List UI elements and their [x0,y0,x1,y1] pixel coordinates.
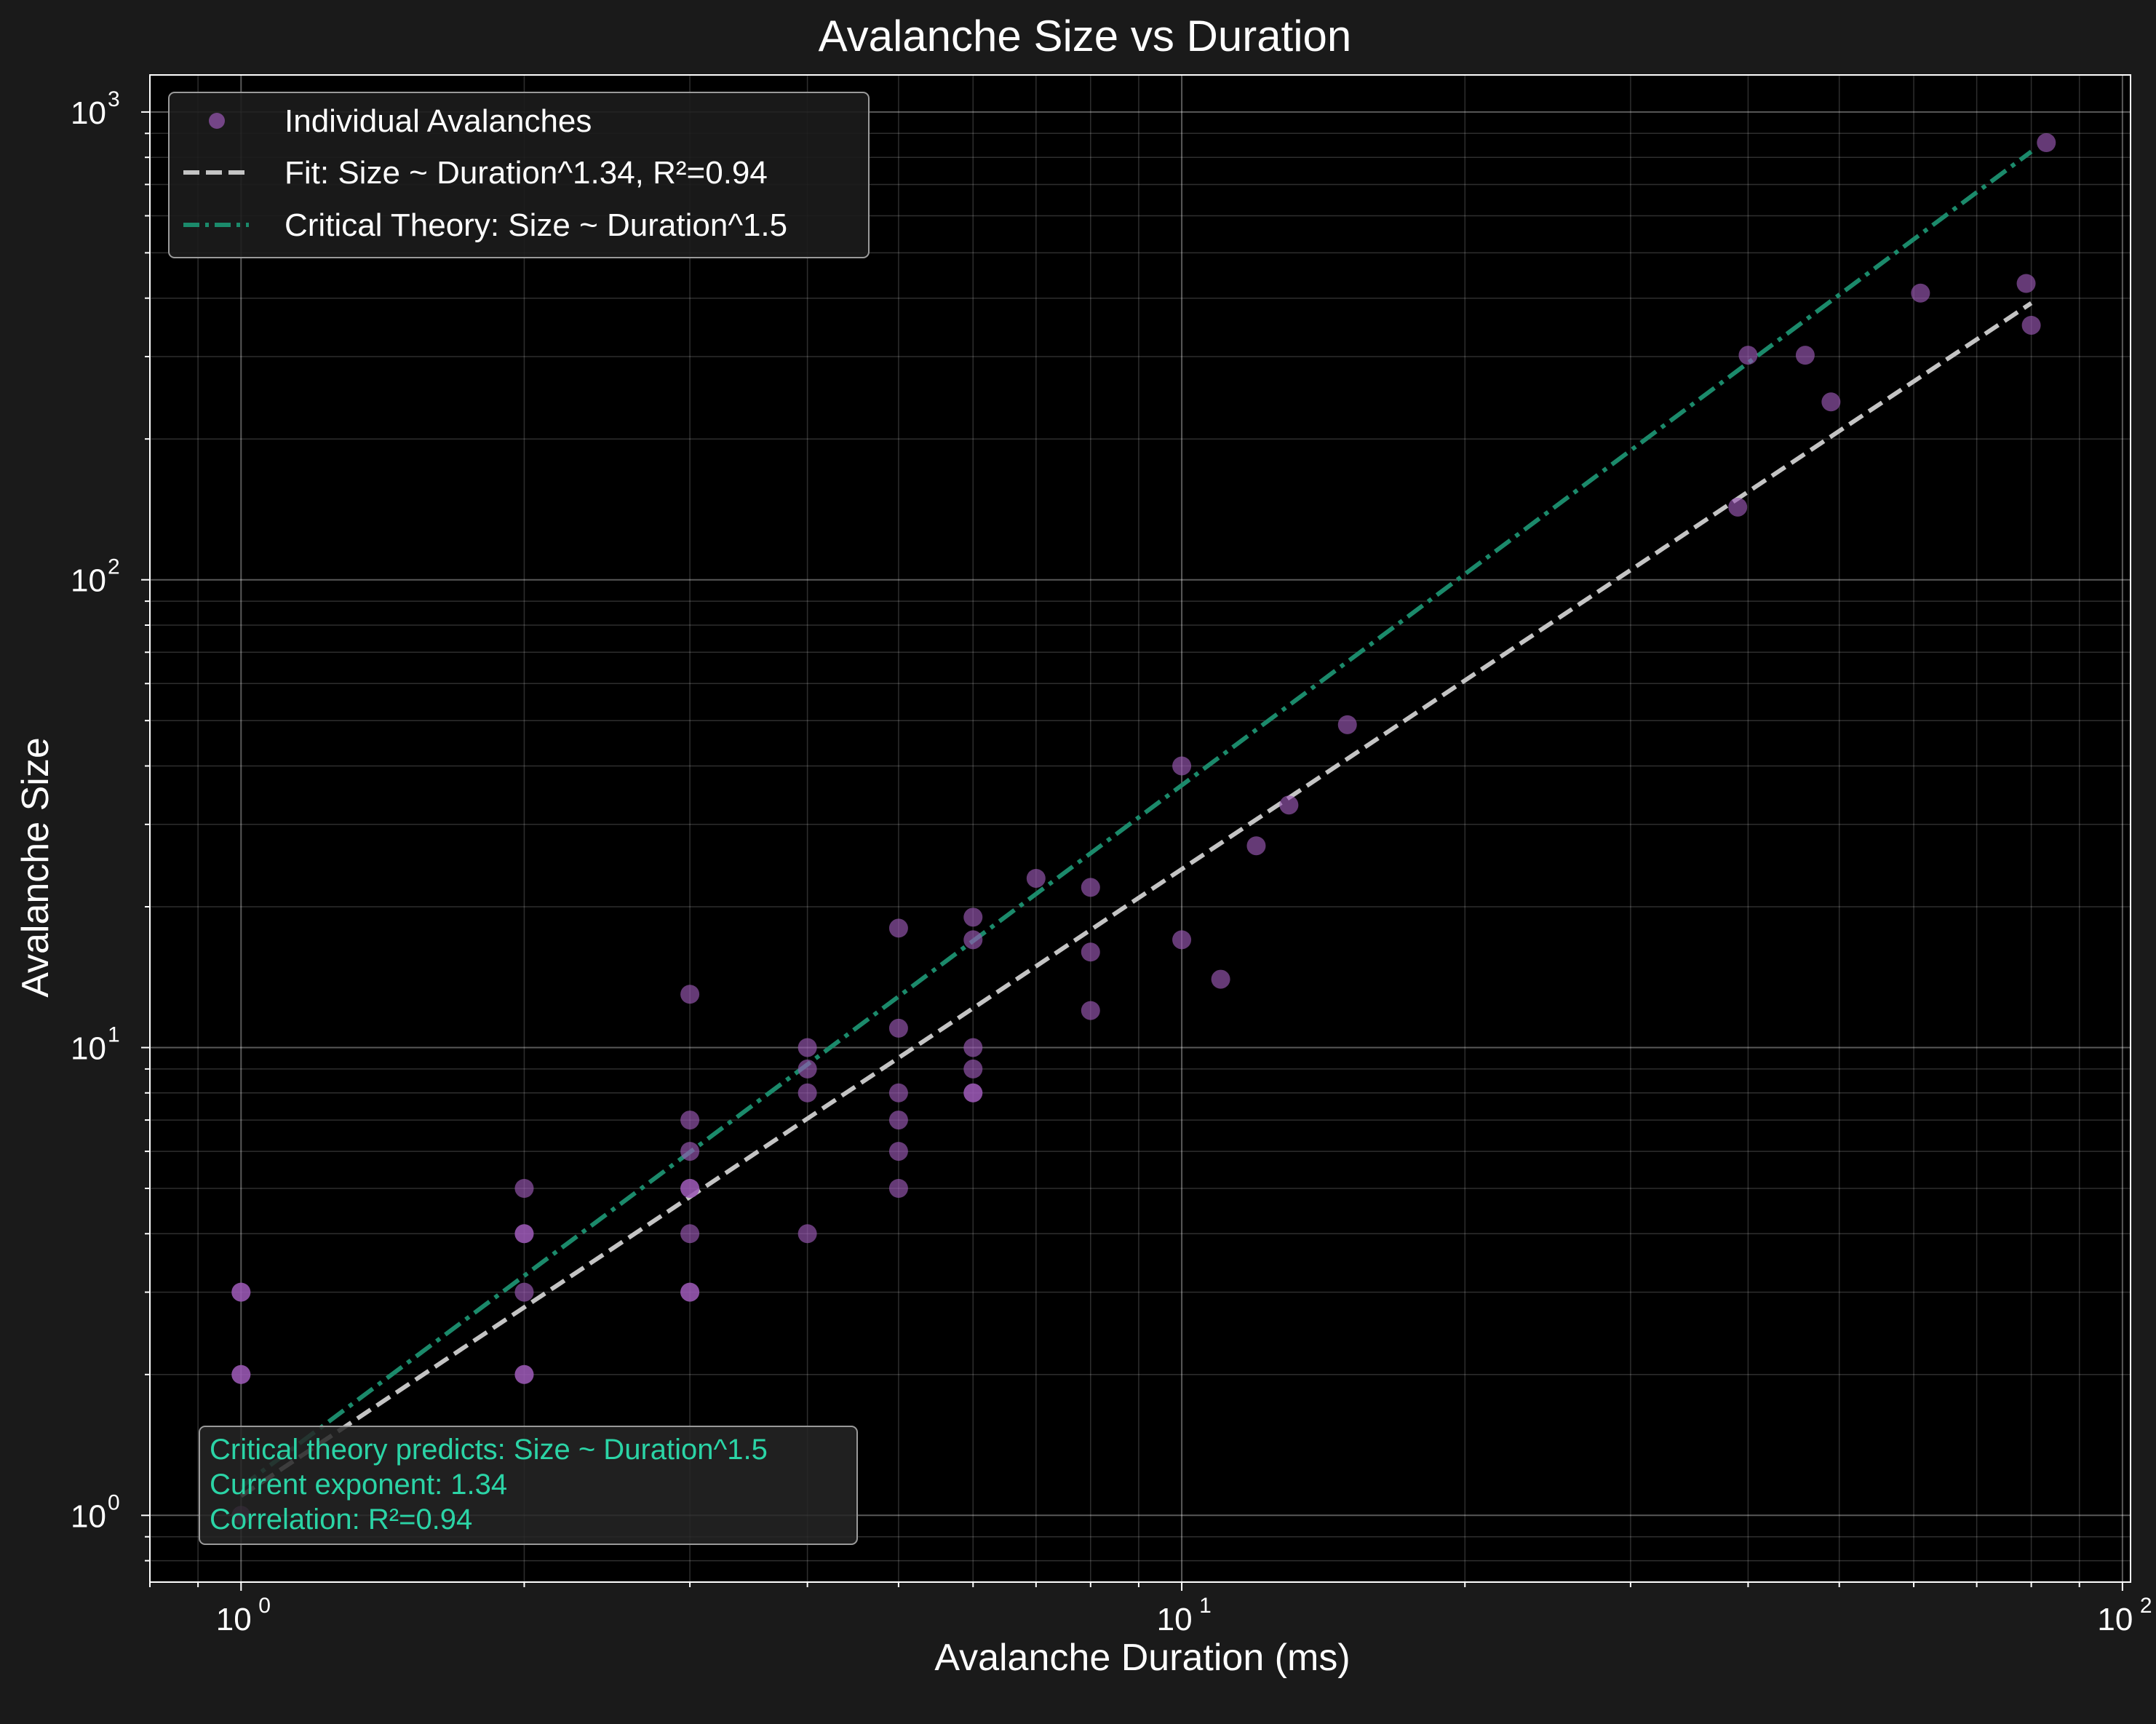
scatter-point [888,1178,908,1198]
scatter-point [888,1142,908,1161]
scatter-point [231,1282,251,1302]
scatter-point [1795,346,1815,365]
legend: Individual Avalanches Fit: Size ~ Durati… [168,92,870,258]
annotation-line-2: Current exponent: 1.34 [210,1469,507,1501]
legend-marker-scatter [209,113,225,129]
scatter-point [1911,283,1930,303]
tick-labels: 10 0 10 1 10 210 010 110 210 3 [71,87,2152,1637]
scatter-point [797,1038,817,1057]
x-tick-label: 10 [1157,1602,1193,1637]
annotation-line-1: Critical theory predicts: Size ~ Duratio… [210,1434,768,1466]
plot-area [150,75,2131,1582]
scatter-point [797,1083,817,1103]
scatter-point [888,1083,908,1103]
scatter-point [888,918,908,938]
scatter-point [231,1364,251,1384]
x-tick-label-exponent: 1 [1199,1594,1212,1618]
scatter-point [797,1224,817,1244]
scatter-point [514,1224,534,1244]
scatter-point [1081,942,1100,962]
scatter-point [797,1059,817,1079]
scatter-point [680,1224,700,1244]
scatter-point [1246,836,1266,856]
y-tick-label: 10 [71,563,106,599]
y-tick-label-exponent: 3 [108,87,120,111]
scatter-point [1026,868,1046,888]
scatter-point [1738,346,1758,365]
y-tick-label: 10 [71,95,106,131]
legend-label-theory: Critical Theory: Size ~ Duration^1.5 [285,207,787,243]
legend-label-scatter: Individual Avalanches [285,103,592,139]
scatter-point [680,1142,700,1161]
scatter-point [1337,715,1357,734]
scatter-point [1172,756,1192,776]
x-axis-label: Avalanche Duration (ms) [934,1637,1350,1679]
scatter-point [888,1111,908,1130]
scatter-point [514,1178,534,1198]
scatter-point [2037,133,2056,153]
x-tick-label-exponent: 0 [258,1594,271,1618]
x-tick-label: 10 [2097,1602,2133,1637]
y-tick-label: 10 [71,1498,106,1534]
y-tick-label: 10 [71,1030,106,1066]
legend-label-fit: Fit: Size ~ Duration^1.34, R²=0.94 [285,155,768,191]
scatter-point [2016,274,2036,293]
scatter-point [1279,795,1299,815]
scatter-point [963,930,983,950]
scatter-point [1172,930,1192,950]
legend-box [168,92,870,258]
fit-line [239,301,2033,1498]
scatter-point [1728,497,1748,517]
scatter-point [680,985,700,1004]
scatter-point [514,1282,534,1302]
scatter-point [1821,392,1841,412]
scatter-point [963,907,983,927]
scatter-point [680,1178,700,1198]
series-lines [239,149,2033,1498]
chart-title: Avalanche Size vs Duration [819,12,1352,60]
scatter-point [963,1083,983,1103]
scatter-point [963,1038,983,1057]
scatter-point [514,1364,534,1384]
annotation-box: Critical theory predicts: Size ~ Duratio… [199,1426,858,1545]
scatter-point [2021,315,2041,335]
y-tick-label-exponent: 2 [108,555,120,579]
y-axis-label: Avalanche Size [15,737,57,998]
critical-theory-line [239,149,2033,1489]
y-tick-label-exponent: 0 [108,1490,120,1514]
scatter-point [1211,969,1230,989]
scatter-point [1081,878,1100,897]
scatter-point [680,1282,700,1302]
x-tick-label-exponent: 2 [2140,1594,2152,1618]
plot-frame [149,74,2131,1583]
axis-ticks [141,111,2123,1591]
x-tick-label: 10 [216,1602,252,1637]
annotation-background [199,1426,858,1545]
y-tick-label-exponent: 1 [108,1022,120,1046]
annotation-line-3: Correlation: R²=0.94 [210,1503,472,1536]
scatter-point [888,1018,908,1038]
scatter-points [231,133,2056,1525]
scatter-point [1081,1001,1100,1020]
scatter-point [963,1059,983,1079]
scatter-point [680,1111,700,1130]
